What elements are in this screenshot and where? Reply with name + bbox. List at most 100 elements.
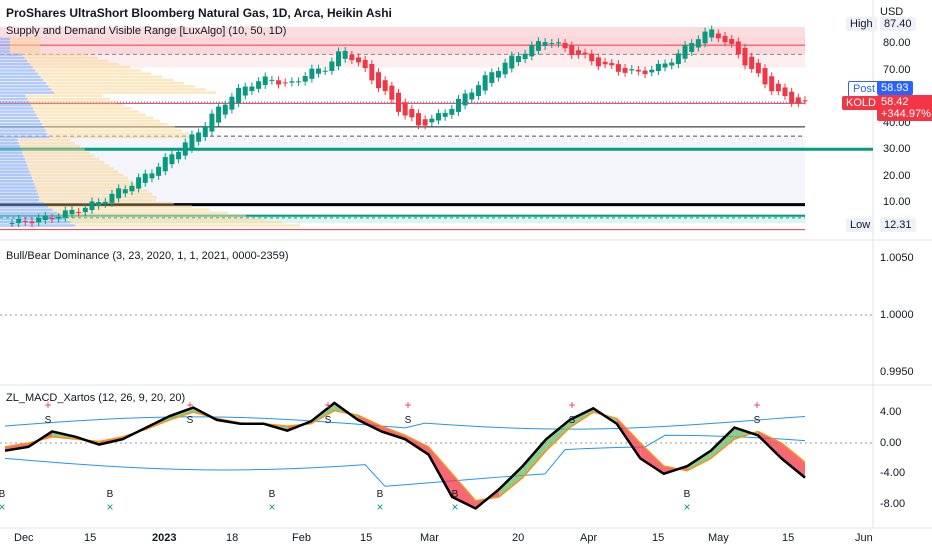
candle-body	[702, 31, 708, 44]
candle-body	[669, 62, 675, 66]
macd-fill	[522, 439, 547, 478]
post-label: Post	[848, 81, 881, 97]
volume-profile-bar	[0, 62, 30, 66]
price-tick: 10.00	[883, 196, 911, 208]
volume-profile-bar	[35, 69, 141, 72]
volume-profile-bar	[21, 53, 87, 56]
volume-profile-bar	[10, 43, 40, 47]
volume-profile-bar	[0, 202, 44, 205]
candle-body	[49, 217, 55, 220]
last-price-badge: 58.42 +344.97%	[877, 95, 932, 121]
sell-marker: S	[325, 415, 332, 426]
candle-body	[109, 193, 115, 203]
candle-body	[162, 157, 168, 172]
time-tick: Feb	[292, 532, 311, 544]
candle-body	[569, 45, 575, 56]
time-tick: Jun	[855, 532, 873, 544]
candle-body	[755, 62, 761, 74]
candle-body	[222, 104, 228, 115]
candle-body	[682, 45, 688, 59]
sell-marker: S	[45, 415, 52, 426]
candle-body	[789, 91, 795, 103]
volume-profile-bar	[0, 132, 48, 136]
volume-profile-bar	[0, 75, 41, 79]
macd-line	[4, 401, 806, 510]
volume-profile-bar	[0, 211, 57, 215]
candle-body	[96, 202, 102, 206]
indicator-bull-bear-label[interactable]: Bull/Bear Dominance (3, 23, 2020, 1, 1, …	[6, 250, 289, 262]
candle-body	[615, 64, 621, 72]
volume-profile-bar	[39, 198, 156, 202]
candle-body	[595, 57, 601, 67]
indicator-macd-label[interactable]: ZL_MACD_Xartos (12, 26, 9, 20, 20)	[6, 392, 186, 404]
volume-profile-bar	[29, 62, 120, 66]
candle-body	[169, 154, 175, 165]
candle-body	[562, 42, 568, 49]
volume-profile-bar	[0, 135, 50, 139]
candle-body	[762, 68, 768, 85]
high-label: High	[846, 17, 877, 31]
volume-profile-bar	[39, 195, 157, 199]
candle-body	[362, 59, 368, 69]
candle-body	[369, 64, 375, 81]
volume-profile-bar	[0, 176, 32, 180]
candle-body	[316, 68, 322, 74]
buy-x-marker: ×	[0, 500, 6, 514]
candle-body	[475, 85, 481, 96]
volume-profile-bar	[48, 205, 192, 208]
candle-body	[322, 70, 328, 72]
volume-profile-bar	[32, 176, 128, 180]
macd-fill	[499, 466, 523, 497]
candle-body	[9, 223, 15, 225]
sell-marker: S	[187, 415, 194, 426]
volume-profile-bar	[34, 183, 138, 186]
candle-body	[156, 166, 162, 176]
candle-body	[429, 118, 435, 123]
sell-plus-marker: +	[44, 398, 51, 412]
price-change: +344.97%	[881, 108, 931, 120]
symbol-badge: KOLD	[842, 96, 880, 110]
volume-profile-bar	[0, 123, 42, 126]
candle-body	[182, 142, 188, 156]
volume-profile-bar	[54, 91, 217, 94]
candle-body	[522, 53, 528, 60]
volume-profile-bar	[29, 100, 118, 104]
candle-body	[409, 108, 415, 118]
macd-fill	[381, 426, 405, 440]
candle-body	[589, 53, 595, 62]
volume-profile-bar	[0, 205, 48, 208]
candle-body	[329, 61, 335, 71]
volume-profile-bar	[27, 59, 109, 63]
candle-body	[36, 217, 42, 223]
candle-body	[236, 87, 242, 104]
volume-profile-bar	[0, 154, 24, 158]
time-tick: Dec	[14, 532, 34, 544]
candle-body	[675, 53, 681, 65]
indicator-supply-demand-label[interactable]: Supply and Demand Visible Range [LuxAlgo…	[6, 25, 287, 37]
candle-body	[42, 215, 48, 221]
candle-body	[662, 63, 668, 68]
buy-marker: B	[452, 489, 459, 500]
price-tick: 30.00	[883, 143, 911, 155]
last-price: 58.42	[881, 96, 909, 108]
candle-body	[136, 177, 142, 189]
volume-profile-bar	[36, 189, 148, 192]
volume-profile-bar	[43, 202, 174, 205]
buy-marker: B	[107, 489, 114, 500]
candle-body	[196, 132, 202, 142]
volume-profile-bar	[0, 164, 28, 167]
candle-body	[209, 113, 215, 132]
volume-profile-bar	[0, 126, 44, 129]
candle-body	[642, 70, 648, 75]
volume-profile-bar	[0, 107, 33, 110]
volume-profile-bar	[31, 104, 125, 107]
volume-profile-bar	[25, 94, 103, 98]
volume-profile-bar	[0, 198, 39, 202]
candle-body	[515, 56, 521, 63]
volume-profile-bar	[0, 43, 10, 47]
volume-profile-bar	[0, 56, 25, 60]
volume-profile-bar	[21, 148, 85, 151]
candle-body	[782, 87, 788, 97]
buy-x-marker: ×	[683, 500, 690, 514]
